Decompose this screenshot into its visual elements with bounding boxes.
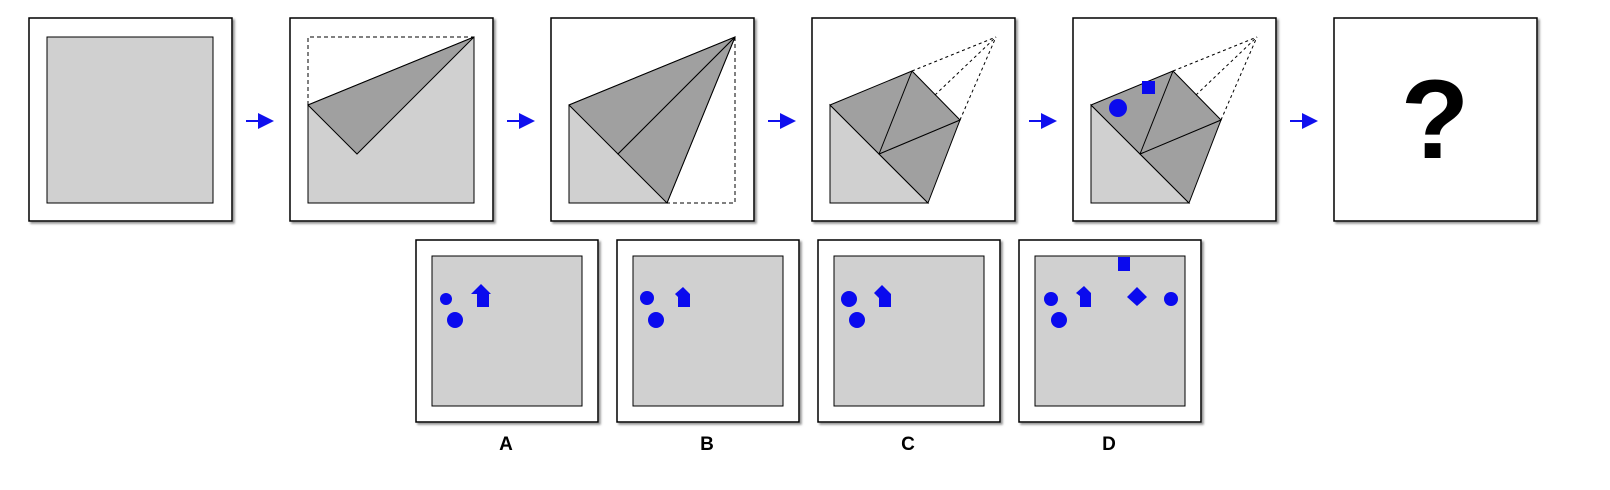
option-b[interactable]: B	[616, 239, 800, 455]
sequence-panel-4	[811, 17, 1016, 222]
option-label-d: D	[1102, 434, 1116, 455]
option-label-a: A	[499, 434, 513, 455]
sequence-panel-5	[1072, 17, 1277, 222]
punch-hole-circle	[1109, 99, 1127, 117]
sequence-panel-1	[28, 17, 233, 222]
sequence-panel-2	[289, 17, 494, 222]
option-c[interactable]: C	[817, 239, 1001, 455]
question-mark: ?	[1401, 57, 1469, 182]
sequence-panel-3	[550, 17, 755, 222]
option-label-c: C	[901, 434, 915, 455]
option-d[interactable]: D	[1018, 239, 1202, 455]
question-panel: ?	[1333, 17, 1538, 222]
option-a[interactable]: A	[415, 239, 599, 455]
punch-hole-square	[1142, 81, 1155, 94]
option-label-b: B	[700, 434, 714, 455]
